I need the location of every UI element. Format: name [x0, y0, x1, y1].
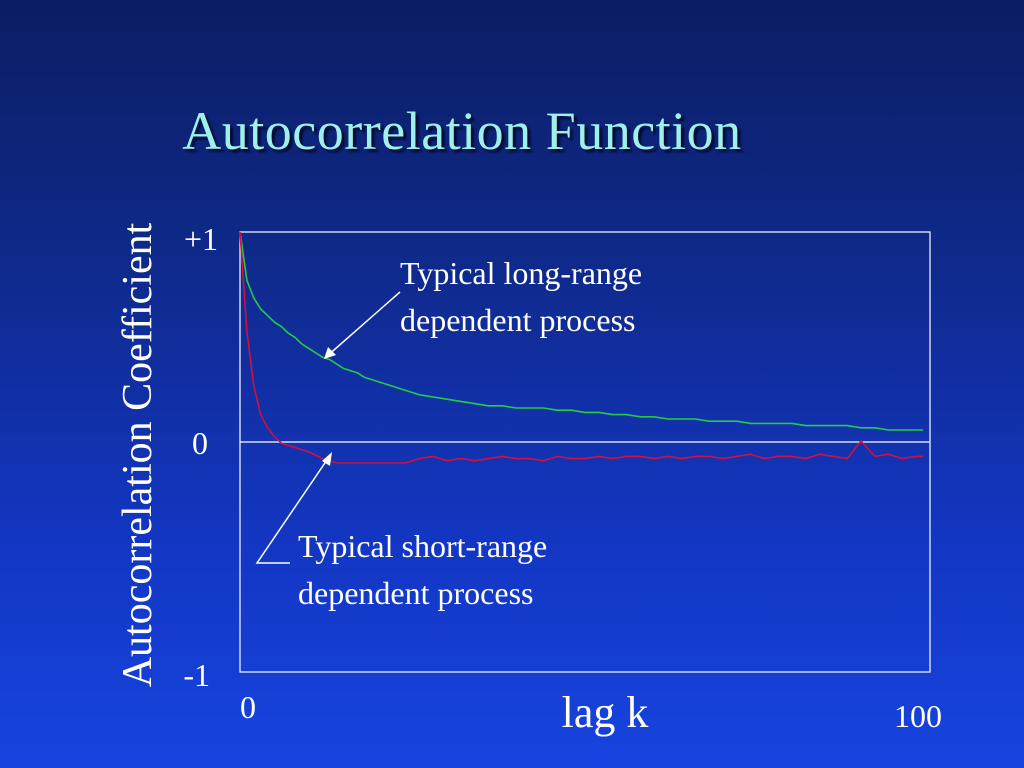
annotation-long-range-arrow — [325, 291, 401, 358]
x-axis-label: lag k — [562, 688, 649, 737]
y-tick-label-top: +1 — [184, 221, 218, 257]
annotation-long-range-arrowhead — [324, 347, 336, 359]
annotation-short-range-arrowhead — [322, 452, 332, 466]
slide-title: Autocorrelation Function — [182, 101, 742, 161]
series-layer — [239, 231, 924, 464]
y-axis-label: Autocorrelation Coefficient — [115, 222, 161, 687]
short-range-series-line — [239, 231, 924, 464]
plot-frame — [239, 231, 931, 673]
y-tick-label-bottom: -1 — [183, 657, 210, 693]
long-range-series-line — [239, 231, 924, 431]
annotation-long-range-line2: dependent process — [400, 302, 635, 338]
annotation-short-range-leader — [255, 453, 332, 564]
x-tick-label-right: 100 — [894, 698, 942, 734]
annotation-short-range-line2: dependent process — [298, 575, 533, 611]
annotation-long-range: Typical long-range dependent process — [324, 255, 642, 359]
annotation-long-range-line1: Typical long-range — [400, 255, 642, 291]
y-tick-label-zero: 0 — [192, 425, 208, 461]
x-tick-label-left: 0 — [240, 689, 256, 725]
annotation-short-range: Typical short-range dependent process — [255, 452, 547, 611]
annotation-short-range-line1: Typical short-range — [298, 528, 547, 564]
